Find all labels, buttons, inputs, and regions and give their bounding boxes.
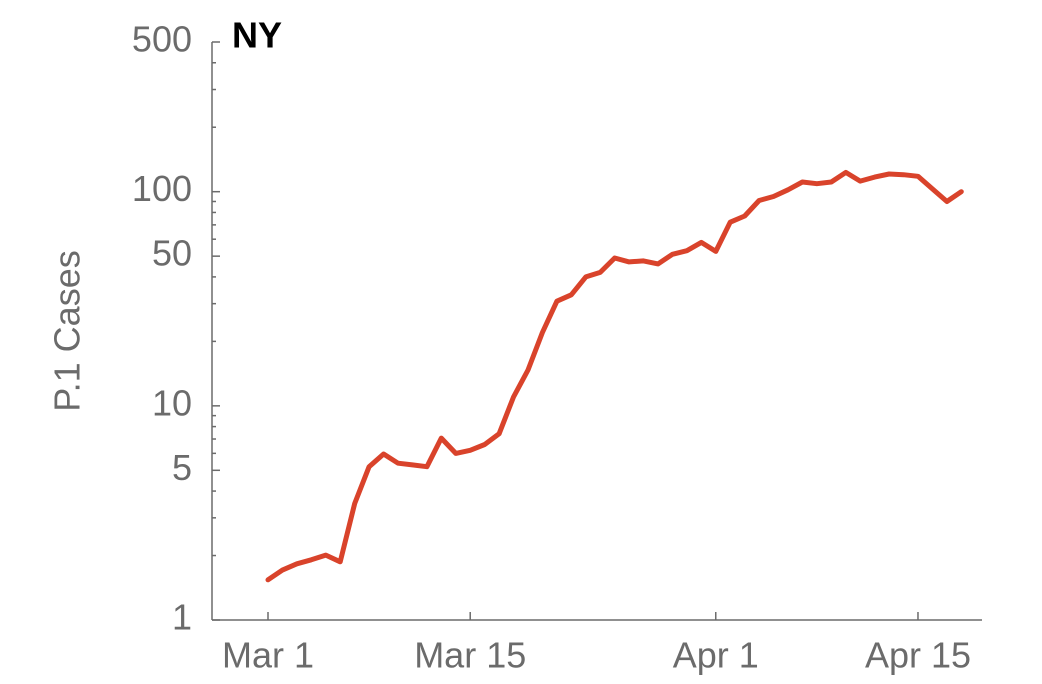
x-tick-label: Mar 1 bbox=[222, 635, 314, 676]
y-tick-label: 100 bbox=[132, 168, 192, 209]
x-tick-label: Apr 15 bbox=[865, 635, 971, 676]
x-tick-label: Mar 15 bbox=[414, 635, 526, 676]
y-tick-label: 1 bbox=[172, 597, 192, 638]
x-tick-label: Apr 1 bbox=[673, 635, 759, 676]
data-line bbox=[265, 169, 964, 583]
y-tick-label: 10 bbox=[152, 382, 192, 423]
y-tick-label: 50 bbox=[152, 233, 192, 274]
chart-title: NY bbox=[232, 15, 282, 56]
y-tick-label: 5 bbox=[172, 447, 192, 488]
y-axis-label: P.1 Cases bbox=[47, 250, 88, 411]
y-tick-label: 500 bbox=[132, 19, 192, 60]
